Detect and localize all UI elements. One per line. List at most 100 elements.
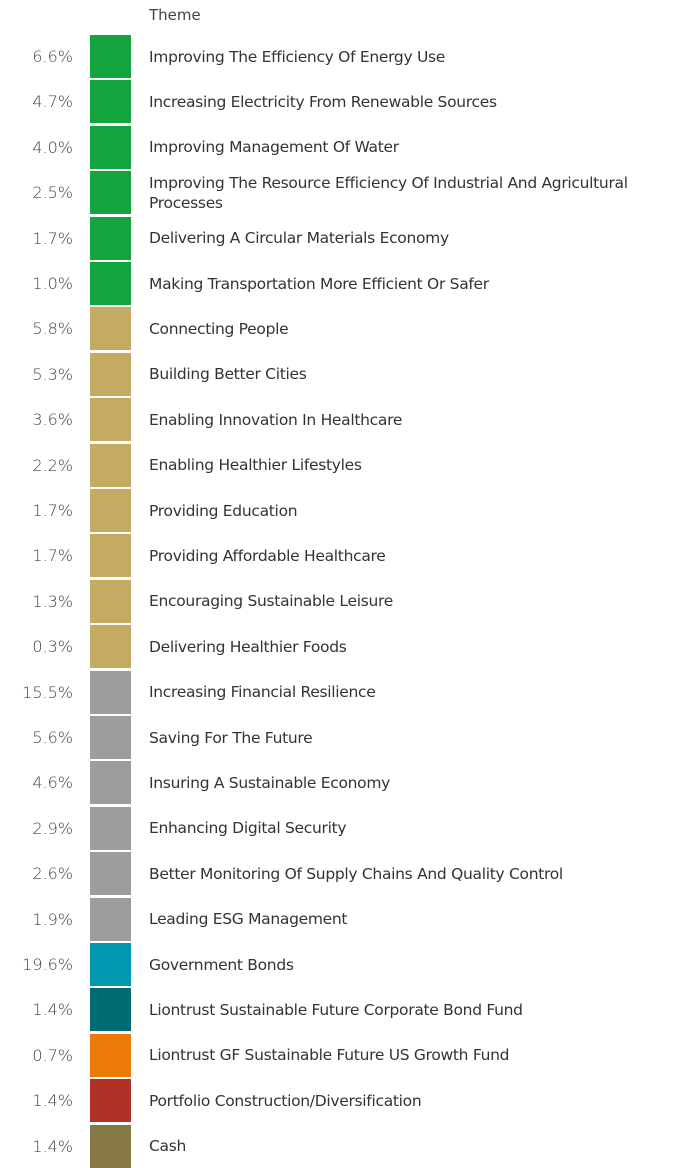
table-row: 1.7% Delivering A Circular Materials Econ… xyxy=(0,216,696,260)
theme-label: Increasing Electricity From Renewable So… xyxy=(149,92,497,111)
theme-label: Making Transportation More Efficient Or … xyxy=(149,274,489,293)
color-swatch xyxy=(90,534,131,578)
theme-label: Encouraging Sustainable Leisure xyxy=(149,592,393,611)
weight: 5.3% xyxy=(32,364,73,384)
color-swatch xyxy=(90,262,131,305)
color-swatch xyxy=(90,1033,131,1077)
weight: 4.0% xyxy=(32,137,73,157)
table-row: 1.7% Providing Affordable Healthcare xyxy=(0,534,696,578)
color-swatch xyxy=(90,80,131,124)
color-swatch xyxy=(90,352,131,396)
weight: 2.2% xyxy=(32,455,73,475)
weight: 15.5% xyxy=(22,682,73,702)
weight: 1.7% xyxy=(32,546,73,566)
theme-label: Enabling Healthier Lifestyles xyxy=(149,456,362,475)
weight: 1.9% xyxy=(32,909,73,929)
color-swatch xyxy=(90,988,131,1032)
theme-label: Enabling Innovation In Healthcare xyxy=(149,410,403,429)
color-swatch xyxy=(90,125,131,169)
theme-label: Improving The Efficiency Of Energy Use xyxy=(149,47,446,66)
weight: 2.5% xyxy=(32,183,73,203)
weight: 6.6% xyxy=(32,47,73,66)
theme-label: Portfolio Construction/Diversification xyxy=(149,1091,422,1110)
table-row: 2.2% Enabling Healthier Lifestyles xyxy=(0,443,696,487)
theme-label: Saving For The Future xyxy=(149,728,313,747)
theme-label: Building Better Cities xyxy=(149,365,307,384)
table-row: 1.4% Liontrust Sustainable Future Corpora… xyxy=(0,988,696,1032)
table-row: 1.4% Portfolio Construction/Diversificati… xyxy=(0,1079,696,1123)
weight: 1.7% xyxy=(32,228,73,248)
table-row: 1.9% Leading ESG Management xyxy=(0,897,696,941)
table-row: 5.8% Connecting People xyxy=(0,307,696,351)
weight: 5.8% xyxy=(32,319,73,339)
theme-label: Liontrust Sustainable Future Corporate B… xyxy=(149,1000,523,1019)
color-swatch xyxy=(90,1124,131,1168)
table-row: 0.7% Liontrust GF Sustainable Future US G… xyxy=(0,1033,696,1077)
theme-label: Improving The Resource Efficiency Of Ind… xyxy=(149,173,628,212)
theme-label: Cash xyxy=(149,1137,187,1156)
color-swatch xyxy=(90,216,131,260)
color-swatch xyxy=(90,307,131,351)
color-swatch xyxy=(90,806,131,850)
table-row: 15.5% Increasing Financial Resilience xyxy=(0,670,696,714)
color-swatch xyxy=(90,489,131,532)
header-title: Theme xyxy=(149,6,201,24)
weight: 3.6% xyxy=(32,410,73,430)
table-row: 1.7% Providing Education xyxy=(0,489,696,532)
table-row: 4.6% Insuring A Sustainable Economy xyxy=(0,761,696,805)
weight: 4.7% xyxy=(32,92,73,112)
table-row: 2.9% Enhancing Digital Security xyxy=(0,806,696,850)
color-swatch xyxy=(90,943,131,986)
table-row: 5.6% Saving For The Future xyxy=(0,716,696,759)
weight: 1.4% xyxy=(32,1000,73,1020)
table-row: 1.3% Encouraging Sustainable Leisure xyxy=(0,579,696,623)
color-swatch xyxy=(90,897,131,941)
color-swatch xyxy=(90,761,131,805)
table-row: 2.6% Better Monitoring Of Supply Chains A… xyxy=(0,852,696,896)
color-swatch xyxy=(90,443,131,487)
weight: 1.4% xyxy=(32,1091,73,1111)
theme-label: Delivering Healthier Foods xyxy=(149,637,347,656)
color-swatch xyxy=(90,625,131,669)
weight: 1.3% xyxy=(32,591,73,611)
weight: 5.6% xyxy=(32,728,73,747)
table-row: 1.4% Cash xyxy=(0,1124,696,1168)
table-row: 4.7% Increasing Electricity From Renewabl… xyxy=(0,80,696,124)
color-swatch xyxy=(90,579,131,623)
table-row: 6.6% Improving The Efficiency Of Energy U… xyxy=(0,35,696,78)
theme-label: Providing Affordable Healthcare xyxy=(149,546,386,565)
table-row: 2.5% Improving The Resource Efficiency Of… xyxy=(0,171,696,215)
theme-label: Improving Management Of Water xyxy=(149,138,399,157)
weight: 19.6% xyxy=(22,955,73,974)
table-row: 19.6% Government Bonds xyxy=(0,943,696,986)
theme-label: Better Monitoring Of Supply Chains And Q… xyxy=(149,864,563,883)
weight: 1.0% xyxy=(32,274,73,293)
color-swatch xyxy=(90,716,131,759)
color-swatch xyxy=(90,35,131,78)
weight: 0.7% xyxy=(32,1045,73,1065)
table-row: 5.3% Building Better Cities xyxy=(0,352,696,396)
weight: 0.3% xyxy=(32,637,73,657)
weight: 2.6% xyxy=(32,864,73,884)
weight: 1.4% xyxy=(32,1136,73,1156)
theme-label: Government Bonds xyxy=(149,955,294,974)
theme-label: Liontrust GF Sustainable Future US Growt… xyxy=(149,1046,510,1065)
color-swatch xyxy=(90,852,131,896)
color-swatch xyxy=(90,398,131,442)
weight: 2.9% xyxy=(32,818,73,838)
color-swatch xyxy=(90,1079,131,1123)
theme-label: Increasing Financial Resilience xyxy=(149,683,376,702)
color-swatch xyxy=(90,670,131,714)
weight: 1.7% xyxy=(32,501,73,520)
theme-label: Leading ESG Management xyxy=(149,910,348,929)
color-swatch xyxy=(90,171,131,215)
table-row: 4.0% Improving Management Of Water xyxy=(0,125,696,169)
theme-label: Providing Education xyxy=(149,501,298,520)
table-row: 0.3% Delivering Healthier Foods xyxy=(0,625,696,669)
table-row: 1.0% Making Transportation More Efficient… xyxy=(0,262,696,305)
theme-label: Enhancing Digital Security xyxy=(149,819,347,838)
theme-label: Delivering A Circular Materials Economy xyxy=(149,229,449,248)
weight: 4.6% xyxy=(32,773,73,793)
theme-label: Connecting People xyxy=(149,319,289,338)
